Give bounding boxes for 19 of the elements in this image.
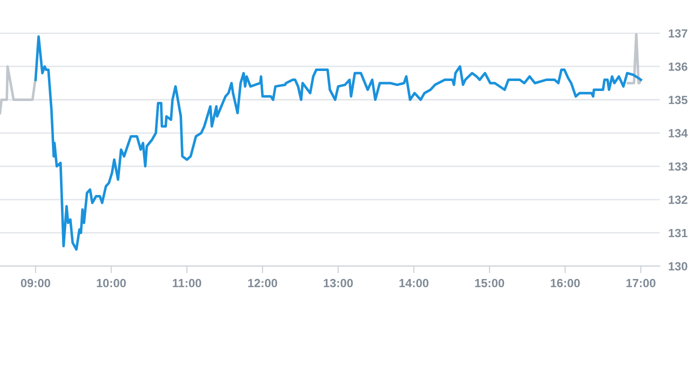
- x-tick-label: 11:00: [172, 278, 202, 288]
- line-series: [0, 65, 37, 114]
- x-tick-label: 16:00: [550, 278, 580, 288]
- x-tick-label: 13:00: [324, 278, 353, 288]
- line-series: [34, 35, 642, 251]
- y-tick-label: 130: [668, 262, 688, 270]
- x-tick-label: 09:00: [20, 278, 50, 288]
- x-tick-label: 12:00: [248, 278, 278, 288]
- x-tick-label: 10:00: [96, 278, 126, 288]
- x-tick-label: 17:00: [626, 278, 656, 288]
- y-tick-label: 132: [668, 196, 688, 204]
- y-tick-label: 136: [668, 62, 688, 71]
- y-tick-label: 135: [668, 96, 688, 104]
- y-tick-label: 131: [668, 228, 688, 238]
- y-tick-label: 133: [668, 162, 688, 171]
- y-tick-label: 137: [668, 29, 688, 38]
- y-tick-label: 134: [668, 129, 688, 138]
- x-tick-label: 14:00: [399, 278, 428, 288]
- x-tick-label: 15:00: [475, 278, 504, 288]
